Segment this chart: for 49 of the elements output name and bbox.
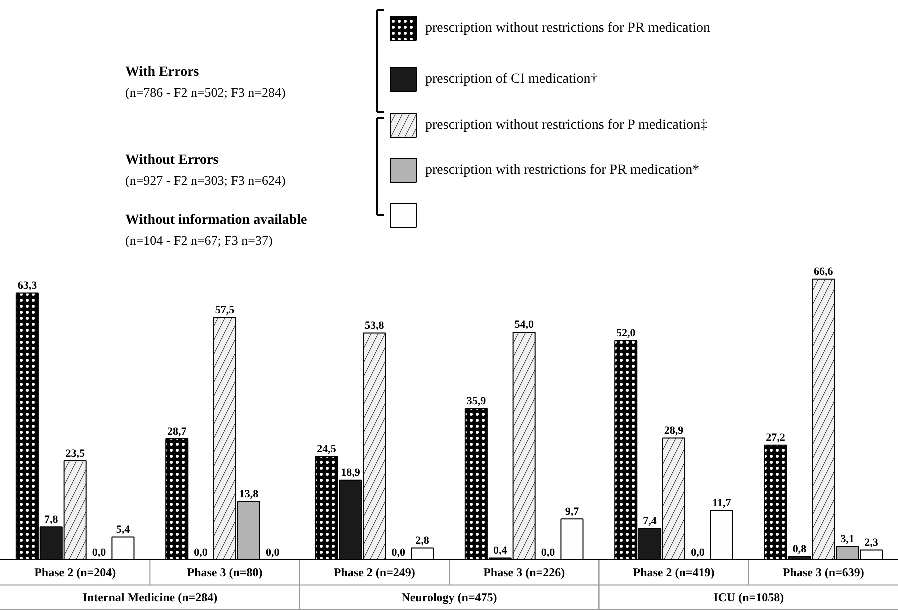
data-label: 28,7 <box>167 426 188 438</box>
x-tick-label: Phase 2 (n=419) <box>633 566 715 580</box>
x-tick-label: Phase 2 (n=204) <box>34 566 116 580</box>
data-label: 57,5 <box>215 304 236 316</box>
legend-label: prescription without restrictions for PR medication <box>426 21 711 36</box>
data-label: 53,8 <box>365 320 385 332</box>
data-label: 27,2 <box>766 432 786 444</box>
data-label: 0,0 <box>92 546 107 559</box>
data-label: 3,1 <box>840 534 854 546</box>
data-label: 5,4 <box>116 524 131 536</box>
data-label: 2,8 <box>416 534 430 547</box>
data-label: 2,3 <box>864 537 879 550</box>
text: With Errors <box>126 65 200 80</box>
text: (n=104 - F2 n=67; F3 n=37) <box>126 233 273 248</box>
text: Without Errors <box>126 153 220 168</box>
x-tick-label: Phase 2 (n=249) <box>334 566 416 580</box>
data-label: 11,7 <box>712 497 732 510</box>
data-label: 18,9 <box>341 467 361 480</box>
text: (n=786 - F2 n=502; F3 n=284) <box>126 85 286 100</box>
data-label: 9,7 <box>565 506 580 518</box>
text: Without information available <box>126 213 308 228</box>
data-label: 28,9 <box>664 425 684 437</box>
data-label: 54,0 <box>514 319 534 332</box>
x-tick-label: Phase 3 (n=80) <box>187 566 263 580</box>
data-label: 7,4 <box>643 516 658 528</box>
data-label: 0,0 <box>392 546 406 559</box>
data-label: 63,3 <box>18 280 38 292</box>
text: Neurology (n=475) <box>402 590 498 605</box>
x-tick-label: Phase 3 (n=639) <box>782 566 864 580</box>
text: ICU (n=1058) <box>714 590 784 605</box>
text: (n=927 - F2 n=303; F3 n=624) <box>126 173 286 188</box>
data-label: 0,0 <box>541 546 556 559</box>
data-label: 0,0 <box>266 546 280 559</box>
legend-label: prescription without restrictions for P medication‡ <box>426 118 708 133</box>
data-label: 0,0 <box>691 546 706 559</box>
data-label: 52,0 <box>616 328 636 340</box>
data-label: 24,5 <box>317 444 337 456</box>
data-label: 13,8 <box>239 488 260 501</box>
data-label: 23,5 <box>66 448 86 460</box>
data-label: 0,4 <box>494 545 508 558</box>
data-label: 66,6 <box>814 266 834 278</box>
x-tick-label: Phase 3 (n=226) <box>484 566 566 580</box>
data-label: 0,0 <box>194 546 208 559</box>
legend-label: prescription with restrictions for PR medication* <box>426 163 700 178</box>
legend-label: prescription of CI medication† <box>426 72 598 87</box>
text: Internal Medicine (n=284) <box>82 590 218 605</box>
data-label: 0,8 <box>792 543 808 556</box>
data-label: 35,9 <box>466 396 487 408</box>
data-label: 7,8 <box>44 514 59 526</box>
